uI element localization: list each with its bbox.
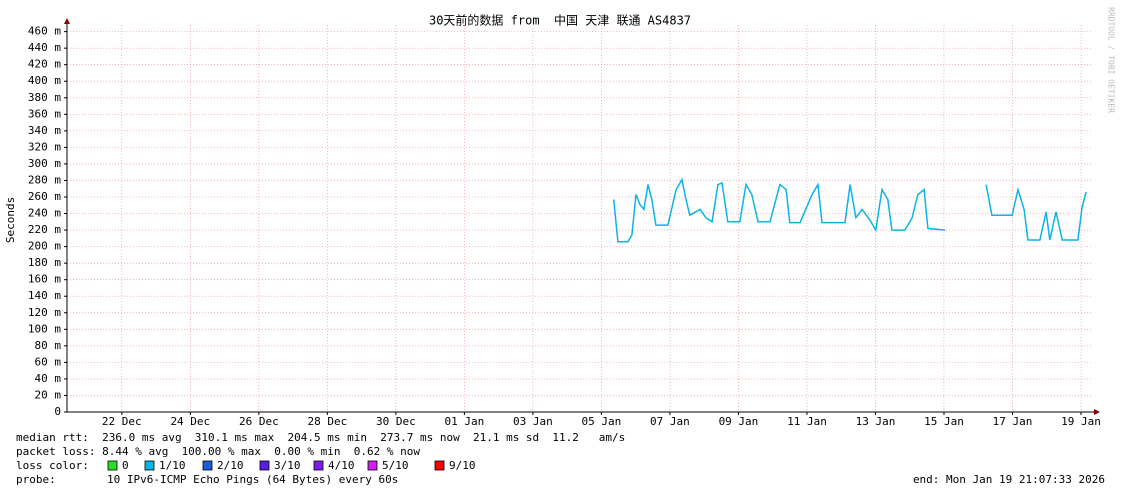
y-tick-label: 400 m xyxy=(28,74,61,87)
y-tick-label: 20 m xyxy=(35,388,62,401)
x-tick-label: 28 Dec xyxy=(307,415,347,428)
legend-swatch xyxy=(313,460,324,471)
y-tick-label: 280 m xyxy=(28,173,61,186)
chart-title: 30天前的数据 from 中国 天津 联通 AS4837 xyxy=(429,13,691,28)
legend-label: 0 xyxy=(122,459,129,472)
y-tick-label: 240 m xyxy=(28,207,61,220)
y-tick-label: 320 m xyxy=(28,140,61,153)
axis-arrow xyxy=(64,18,70,24)
y-tick-label: 260 m xyxy=(28,190,61,203)
axis-arrow xyxy=(1094,409,1100,415)
legend-label: 2/10 xyxy=(217,459,244,472)
legend-label: 4/10 xyxy=(328,459,355,472)
x-tick-label: 17 Jan xyxy=(993,415,1033,428)
legend-label: 5/10 xyxy=(382,459,409,472)
y-tick-label: 100 m xyxy=(28,322,61,335)
legend-swatch xyxy=(144,460,155,471)
y-tick-label: 0 xyxy=(54,405,61,418)
end-time: end: Mon Jan 19 21:07:33 2026 xyxy=(913,473,1105,486)
x-tick-label: 05 Jan xyxy=(582,415,622,428)
x-tick-label: 26 Dec xyxy=(239,415,279,428)
y-tick-label: 340 m xyxy=(28,124,61,137)
legend-swatch xyxy=(202,460,213,471)
y-tick-label: 180 m xyxy=(28,256,61,269)
median-rtt-stats: median rtt: 236.0 ms avg 310.1 ms max 20… xyxy=(16,431,625,444)
y-tick-label: 460 m xyxy=(28,25,61,38)
legend-label: 9/10 xyxy=(449,459,476,472)
probe-label: probe: xyxy=(16,473,56,486)
packet-loss-stats: packet loss: 8.44 % avg 100.00 % max 0.0… xyxy=(16,445,420,458)
y-tick-label: 80 m xyxy=(35,339,62,352)
x-tick-label: 03 Jan xyxy=(513,415,553,428)
y-tick-label: 120 m xyxy=(28,306,61,319)
y-tick-label: 60 m xyxy=(35,355,62,368)
x-tick-label: 19 Jan xyxy=(1061,415,1101,428)
x-tick-label: 24 Dec xyxy=(170,415,210,428)
median-rtt-line xyxy=(612,177,1087,243)
legend-swatch xyxy=(434,460,445,471)
y-tick-label: 200 m xyxy=(28,240,61,253)
y-tick-label: 360 m xyxy=(28,107,61,120)
y-tick-label: 380 m xyxy=(28,91,61,104)
y-tick-label: 140 m xyxy=(28,289,61,302)
x-tick-label: 30 Dec xyxy=(376,415,416,428)
x-tick-label: 13 Jan xyxy=(856,415,896,428)
x-tick-label: 01 Jan xyxy=(445,415,485,428)
y-tick-label: 300 m xyxy=(28,157,61,170)
x-tick-label: 09 Jan xyxy=(719,415,759,428)
legend-swatch xyxy=(259,460,270,471)
legend-swatch xyxy=(367,460,378,471)
y-tick-label: 440 m xyxy=(28,41,61,54)
x-tick-label: 11 Jan xyxy=(787,415,827,428)
x-tick-label: 22 Dec xyxy=(102,415,142,428)
y-tick-label: 160 m xyxy=(28,273,61,286)
y-axis-label: Seconds xyxy=(4,197,17,243)
probe-text: 10 IPv6-ICMP Echo Pings (64 Bytes) every… xyxy=(107,473,398,486)
legend-label: 1/10 xyxy=(159,459,186,472)
y-tick-label: 220 m xyxy=(28,223,61,236)
legend-swatch xyxy=(107,460,118,471)
watermark: RRDTOOL / TOBI OETIKER xyxy=(1107,7,1116,113)
x-tick-label: 15 Jan xyxy=(924,415,964,428)
x-tick-label: 07 Jan xyxy=(650,415,690,428)
y-tick-label: 40 m xyxy=(35,372,62,385)
loss-color-label: loss color: xyxy=(16,459,89,472)
y-tick-label: 420 m xyxy=(28,58,61,71)
legend-label: 3/10 xyxy=(274,459,301,472)
